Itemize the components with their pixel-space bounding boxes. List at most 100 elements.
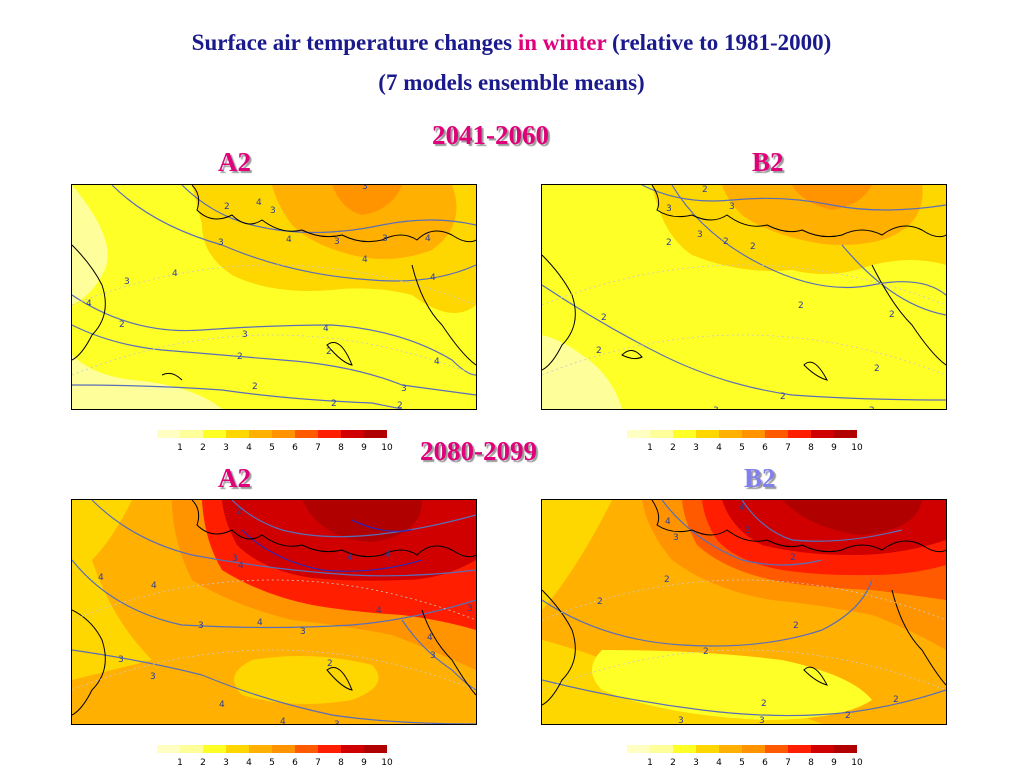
contour-label: 4: [376, 606, 382, 616]
contour-label: 2: [780, 392, 786, 402]
contour-label: 2: [327, 659, 333, 669]
fill-region-high: [272, 185, 457, 259]
colorbar-swatch: [673, 430, 696, 438]
colorbar-tick-label: 10: [851, 758, 863, 768]
contour-label: 4: [347, 553, 353, 563]
fill-region-peak: [792, 185, 872, 210]
colorbar-swatch: [226, 745, 249, 753]
colorbar-swatch: [627, 430, 650, 438]
scenario-label-bottom-left: A2: [218, 463, 251, 493]
colorbar-swatch: [341, 430, 364, 438]
contour-label: 2: [702, 185, 708, 195]
colorbar-tick-label: 1: [177, 758, 183, 768]
contour-label: 4: [219, 700, 225, 710]
contour-label: 3: [334, 720, 340, 724]
colorbar-tick-label: 3: [693, 758, 699, 768]
colorbar-3: 1 2 3 4 5 6 7 8 9 10: [157, 745, 393, 769]
colorbar-tick-label: 7: [315, 443, 321, 453]
contour-label: 3: [729, 202, 735, 212]
colorbar-swatch: [742, 745, 765, 753]
contour-label: 2: [750, 242, 756, 252]
contour-label: 2: [889, 310, 895, 320]
contour-label: 4: [238, 561, 244, 571]
colorbar-swatch: [364, 745, 387, 753]
colorbar-swatch: [719, 430, 742, 438]
colorbar-tick-label: 9: [831, 443, 837, 453]
contour-label: 3: [150, 672, 156, 682]
contour-labels: 2 3 4 4 4 4 4 4 3 3 4 3 4 3 3 2 3 4 4 3: [98, 507, 473, 724]
contour-label: 2: [869, 406, 875, 409]
title-part-b: (relative to 1981-2000): [606, 30, 832, 55]
colorbar-swatch: [157, 745, 180, 753]
period-label-2: 2080-2099: [420, 436, 537, 466]
contour-label: 2: [252, 382, 258, 392]
colorbar-tick-label: 6: [292, 443, 298, 453]
colorbar-tick-label: 5: [269, 443, 275, 453]
contour-labels: 4 4 3 3 2 2 2 2 2 2 2 3 3 2: [597, 503, 899, 724]
fill-region-low: [542, 335, 622, 409]
colorbar-tick-label: 4: [246, 443, 252, 453]
contour-labels: 3 2 4 3 3 4 3 4 4 3 4 4 4 3 2 3 4 2 2 4 …: [86, 185, 440, 409]
colorbar-swatch: [226, 430, 249, 438]
fill-region-low: [72, 500, 132, 560]
colorbar-4: 1 2 3 4 5 6 7 8 9 10: [627, 745, 863, 769]
colorbar-tick-label: 6: [762, 758, 768, 768]
contour-label: 3: [697, 230, 703, 240]
map-panel-2080-b2: 4 4 3 3 2 2 2 2 2 2 2 3 3 2: [541, 499, 947, 725]
colorbar-tick-label: 5: [739, 758, 745, 768]
contours: [72, 500, 476, 724]
colorbar-swatch: [295, 745, 318, 753]
colorbar-tick-label: 8: [338, 758, 344, 768]
colorbar-tick-label: 2: [200, 443, 206, 453]
colorbar-tick-label: 4: [716, 443, 722, 453]
contour-label: 2: [893, 695, 899, 705]
fill-region-peak: [332, 185, 402, 215]
colorbar-tick-label: 3: [223, 758, 229, 768]
colorbar-swatch: [765, 745, 788, 753]
colorbar-swatch: [696, 745, 719, 753]
colorbar-swatch: [788, 745, 811, 753]
contour-label: 2: [874, 364, 880, 374]
colorbar-tick-label: 7: [785, 758, 791, 768]
contour-label: 3: [467, 604, 473, 614]
contour-label: 4: [385, 550, 391, 560]
contour-label: 3: [300, 627, 306, 637]
contour-label: 3: [270, 206, 276, 216]
contour-label: 4: [665, 517, 671, 527]
contour-label: 2: [224, 202, 230, 212]
colorbar-swatch: [650, 745, 673, 753]
colorbar-tick-label: 5: [739, 443, 745, 453]
colorbar-swatch: [180, 430, 203, 438]
contour-label: 4: [172, 269, 178, 279]
contour-label: 3: [218, 238, 224, 248]
title-part-a: Surface air temperature changes: [191, 30, 518, 55]
contour-label: 3: [401, 384, 407, 394]
contour-label: 3: [713, 406, 719, 409]
graticule: [72, 264, 476, 376]
contour-label: 2: [601, 313, 607, 323]
contour-label: 3: [124, 277, 130, 287]
fill-region-core: [782, 500, 922, 535]
colorbar-tick-label: 4: [716, 758, 722, 768]
contour-label: 2: [845, 711, 851, 721]
contour-label: 4: [427, 633, 433, 643]
contour-label: 2: [790, 553, 796, 563]
colorbar-swatch: [180, 745, 203, 753]
colorbar-swatch: [272, 430, 295, 438]
colorbar-swatch: [364, 430, 387, 438]
colorbar-swatch: [157, 430, 180, 438]
contour-label: 4: [257, 618, 263, 628]
colorbar-tick-label: 9: [361, 758, 367, 768]
fill-region-low: [72, 185, 108, 305]
contours: [542, 500, 946, 717]
colorbar-swatch: [834, 430, 857, 438]
contour-label: 4: [98, 573, 104, 583]
colorbar-swatch: [650, 430, 673, 438]
coastlines: [72, 500, 476, 716]
colorbar-swatch: [318, 745, 341, 753]
contour-label: 3: [745, 526, 751, 536]
contour-label: 3: [362, 185, 368, 192]
colorbar-swatch: [272, 745, 295, 753]
colorbar-swatch: [696, 430, 719, 438]
colorbar-2: 1 2 3 4 5 6 7 8 9 10: [627, 430, 863, 454]
